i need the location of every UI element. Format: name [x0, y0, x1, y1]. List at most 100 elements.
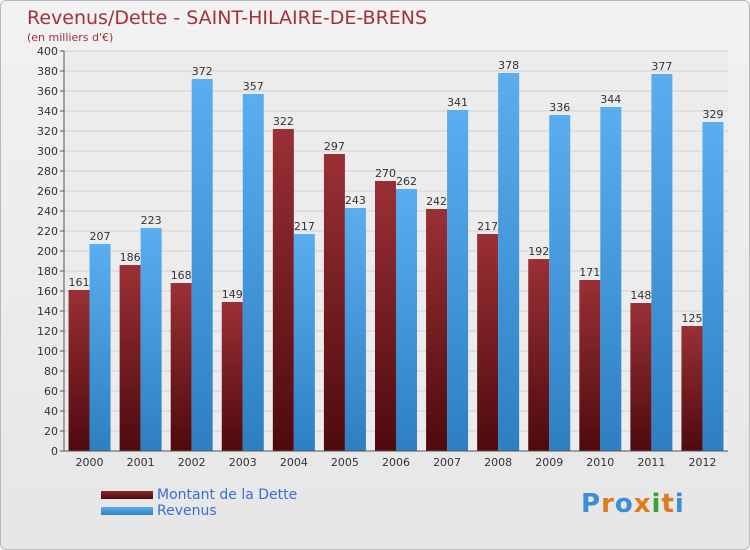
data-label-dette: 168	[171, 269, 192, 282]
x-tick-label: 2009	[535, 456, 563, 469]
data-label-revenus: 344	[600, 93, 621, 106]
bar-revenus	[651, 74, 673, 451]
bar-revenus	[600, 107, 622, 451]
bar-dette	[630, 303, 652, 451]
bar-dette	[272, 129, 294, 451]
x-tick-label: 2011	[637, 456, 665, 469]
y-tick-label: 180	[37, 265, 58, 278]
bar-dette	[426, 209, 448, 451]
legend-item-dette: Montant de la Dette	[101, 487, 297, 503]
data-label-dette: 125	[681, 312, 702, 325]
y-tick-label: 60	[44, 385, 58, 398]
x-tick-label: 2012	[688, 456, 716, 469]
bar-revenus	[242, 94, 264, 451]
y-tick-label: 240	[37, 205, 58, 218]
data-label-revenus: 329	[702, 108, 723, 121]
bar-revenus	[140, 228, 162, 451]
data-label-dette: 148	[630, 289, 651, 302]
bar-dette	[579, 280, 601, 451]
bar-dette	[477, 234, 499, 451]
data-label-revenus: 378	[498, 59, 519, 72]
bar-dette	[681, 326, 703, 451]
data-label-dette: 297	[324, 140, 345, 153]
proxiti-logo: Proxiti	[581, 489, 685, 519]
legend-item-revenus: Revenus	[101, 503, 297, 519]
legend-label-dette: Montant de la Dette	[157, 487, 298, 503]
x-tick-label: 2005	[331, 456, 359, 469]
logo-letter: o	[614, 489, 634, 519]
bar-revenus	[549, 115, 571, 451]
bar-revenus	[344, 208, 366, 451]
data-label-revenus: 372	[192, 65, 213, 78]
logo-letter: i	[651, 489, 662, 519]
bar-revenus	[702, 122, 724, 451]
y-tick-label: 280	[37, 165, 58, 178]
y-tick-label: 160	[37, 285, 58, 298]
bar-dette	[528, 259, 550, 451]
legend-swatch-dette	[101, 491, 153, 499]
y-tick-label: 120	[37, 325, 58, 338]
y-tick-label: 0	[51, 445, 58, 458]
data-label-revenus: 217	[294, 220, 315, 233]
bar-revenus	[191, 79, 213, 451]
data-label-revenus: 243	[345, 194, 366, 207]
logo-letter: P	[581, 489, 602, 519]
data-label-revenus: 377	[651, 60, 672, 73]
logo-letter: t	[661, 489, 675, 519]
data-label-revenus: 357	[243, 80, 264, 93]
data-label-dette: 149	[222, 288, 243, 301]
y-tick-label: 400	[37, 45, 58, 58]
bar-revenus	[396, 189, 417, 451]
data-label-dette: 186	[120, 251, 141, 264]
y-tick-label: 140	[37, 305, 58, 318]
y-tick-label: 360	[37, 85, 58, 98]
data-label-dette: 192	[528, 245, 549, 258]
data-label-revenus: 223	[141, 214, 162, 227]
data-label-dette: 171	[579, 266, 600, 279]
bar-dette	[323, 154, 345, 451]
y-tick-label: 20	[44, 425, 58, 438]
y-tick-label: 260	[37, 185, 58, 198]
y-tick-label: 100	[37, 345, 58, 358]
x-tick-label: 2010	[586, 456, 614, 469]
logo-letter: i	[674, 489, 685, 519]
x-tick-label: 2000	[76, 456, 104, 469]
data-label-revenus: 341	[447, 96, 468, 109]
data-label-revenus: 336	[549, 101, 570, 114]
logo-letter: r	[601, 489, 615, 519]
x-tick-label: 2006	[382, 456, 410, 469]
x-tick-label: 2003	[229, 456, 257, 469]
y-tick-label: 40	[44, 405, 58, 418]
y-tick-label: 220	[37, 225, 58, 238]
x-tick-label: 2002	[178, 456, 206, 469]
bar-revenus	[447, 110, 469, 451]
data-label-revenus: 262	[396, 175, 417, 188]
bar-revenus	[498, 73, 520, 451]
x-tick-label: 2007	[433, 456, 461, 469]
legend-swatch-revenus	[101, 507, 153, 515]
bar-revenus	[293, 234, 315, 451]
y-tick-label: 80	[44, 365, 58, 378]
chart-legend: Montant de la Dette Revenus	[101, 487, 297, 519]
bar-dette	[170, 283, 192, 451]
data-label-dette: 270	[375, 167, 396, 180]
chart-subtitle: (en milliers d'€)	[27, 31, 114, 44]
data-label-revenus: 207	[90, 230, 111, 243]
data-label-dette: 161	[69, 276, 90, 289]
data-label-dette: 217	[477, 220, 498, 233]
bar-dette	[68, 290, 90, 451]
chart-title: Revenus/Dette - SAINT-HILAIRE-DE-BRENS	[27, 7, 428, 29]
y-tick-label: 380	[37, 65, 58, 78]
x-tick-label: 2001	[127, 456, 155, 469]
x-tick-label: 2004	[280, 456, 308, 469]
x-tick-label: 2008	[484, 456, 512, 469]
y-tick-label: 340	[37, 105, 58, 118]
y-tick-label: 300	[37, 145, 58, 158]
bar-revenus	[89, 244, 111, 451]
legend-label-revenus: Revenus	[157, 503, 217, 519]
y-tick-label: 200	[37, 245, 58, 258]
data-label-dette: 242	[426, 195, 447, 208]
bar-dette	[375, 181, 396, 451]
y-tick-label: 320	[37, 125, 58, 138]
